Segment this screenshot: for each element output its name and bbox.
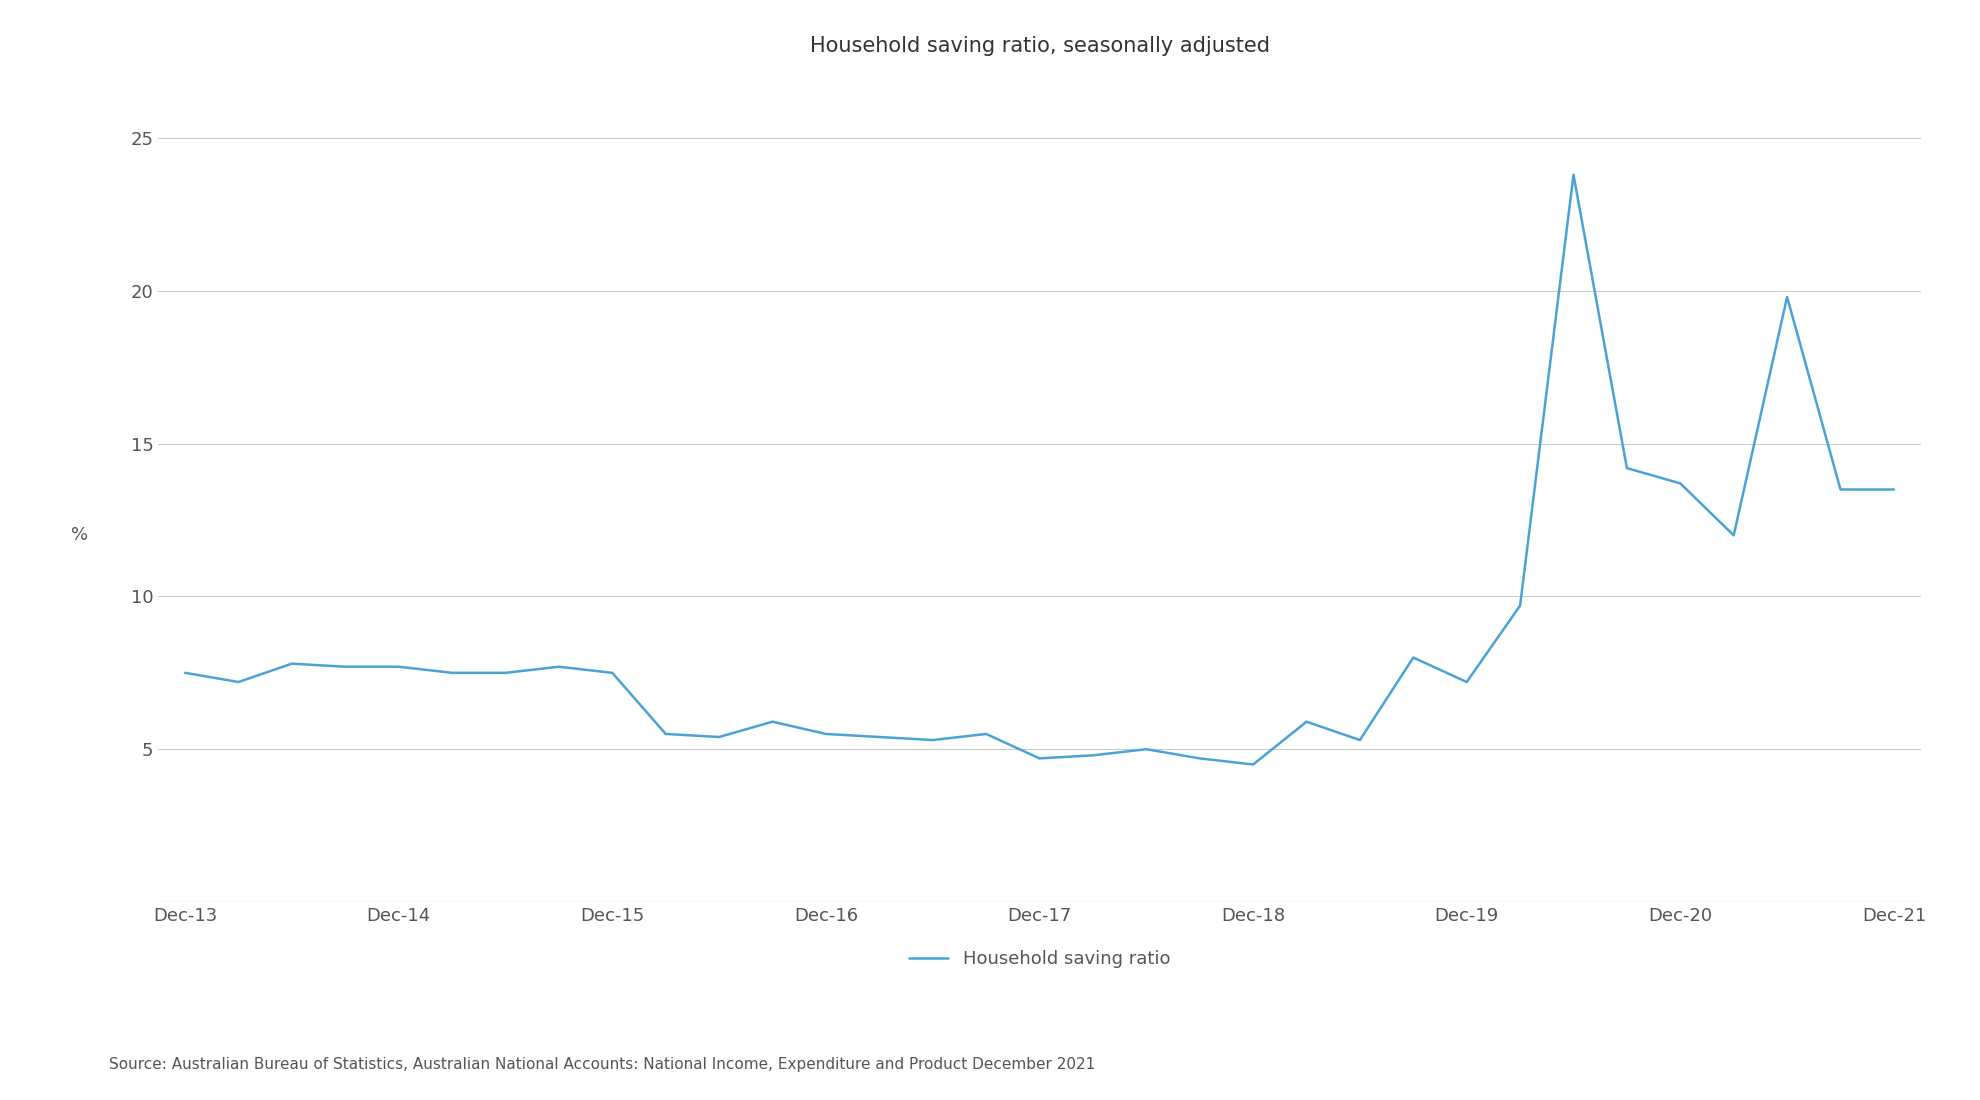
Household saving ratio <box>707 730 731 744</box>
Household saving ratio <box>1402 651 1426 664</box>
Household saving ratio <box>1455 675 1479 689</box>
Household saving ratio <box>1509 600 1533 613</box>
Household saving ratio <box>1883 483 1907 496</box>
Household saving ratio <box>440 667 463 680</box>
Household saving ratio <box>172 667 196 680</box>
Household saving ratio <box>760 715 784 728</box>
Household saving ratio <box>974 727 998 740</box>
Household saving ratio <box>1188 751 1212 764</box>
Household saving ratio <box>1295 715 1319 728</box>
Household saving ratio <box>333 660 356 673</box>
Household saving ratio <box>493 667 517 680</box>
Household saving ratio <box>1028 751 1051 764</box>
Household saving ratio <box>921 734 944 747</box>
Household saving ratio <box>1241 758 1265 771</box>
Household saving ratio <box>546 660 570 673</box>
Household saving ratio <box>600 667 624 680</box>
Household saving ratio <box>1348 734 1372 747</box>
Household saving ratio <box>1616 462 1639 475</box>
Text: %: % <box>71 526 87 544</box>
Title: Household saving ratio, seasonally adjusted: Household saving ratio, seasonally adjus… <box>810 36 1269 56</box>
Household saving ratio <box>867 730 891 744</box>
Household saving ratio <box>1723 529 1746 542</box>
Household saving ratio <box>279 657 303 670</box>
Household saving ratio <box>1669 476 1693 490</box>
Household saving ratio <box>1776 290 1800 304</box>
Household saving ratio <box>814 727 838 740</box>
Legend: Household saving ratio: Household saving ratio <box>901 943 1178 976</box>
Household saving ratio <box>1135 742 1158 756</box>
Text: Source: Australian Bureau of Statistics, Australian National Accounts: National : Source: Australian Bureau of Statistics,… <box>109 1057 1095 1072</box>
Household saving ratio <box>1081 749 1105 762</box>
Household saving ratio <box>1562 168 1586 182</box>
Line: Household saving ratio: Household saving ratio <box>184 175 1895 764</box>
Household saving ratio <box>1830 483 1853 496</box>
Household saving ratio <box>653 727 677 740</box>
Household saving ratio <box>386 660 410 673</box>
Household saving ratio <box>226 675 249 689</box>
